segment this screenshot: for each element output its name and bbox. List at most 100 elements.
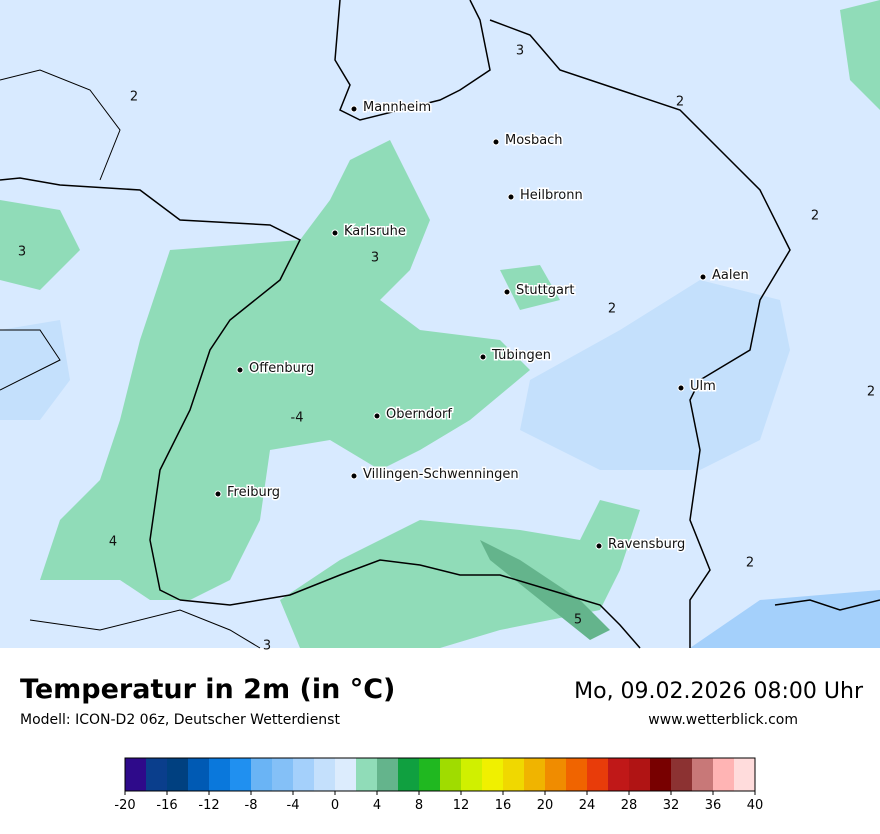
colorbar-box xyxy=(146,758,167,791)
colorbar-box xyxy=(251,758,272,791)
colorbar-box xyxy=(461,758,482,791)
city-label: Mosbach xyxy=(505,133,563,148)
warm-area xyxy=(500,265,560,310)
colorbar-tick-label: -20 xyxy=(114,798,135,813)
colorbar-box xyxy=(482,758,503,791)
temperature-label: -4 xyxy=(291,411,304,426)
colorbar-box xyxy=(209,758,230,791)
city-label: Offenburg xyxy=(249,361,314,376)
map xyxy=(0,0,880,649)
temperature-label: 3 xyxy=(18,245,26,260)
colorbar-box xyxy=(377,758,398,791)
city-dot xyxy=(479,353,487,361)
temperature-label: 3 xyxy=(263,639,271,654)
city-label: Aalen xyxy=(712,268,749,283)
colorbar-box xyxy=(293,758,314,791)
colorbar-box xyxy=(356,758,377,791)
colorbar-box xyxy=(713,758,734,791)
temperature-label: 2 xyxy=(746,556,754,571)
colorbar-tick-label: 24 xyxy=(579,798,596,813)
city-dot xyxy=(677,384,685,392)
city-label: Ravensburg xyxy=(608,537,685,552)
city-dot xyxy=(507,193,515,201)
city-label: Mannheim xyxy=(363,100,431,115)
colorbar-tick-label: -16 xyxy=(156,798,177,813)
city-dot xyxy=(350,472,358,480)
cold-area xyxy=(690,590,880,648)
temperature-label: 4 xyxy=(109,535,117,550)
warm-area xyxy=(840,0,880,110)
colorbar-box xyxy=(545,758,566,791)
colorbar-box xyxy=(566,758,587,791)
colorbar-frame xyxy=(124,757,756,792)
colorbar-box xyxy=(692,758,713,791)
warm-area xyxy=(280,500,640,648)
colorbar-box xyxy=(629,758,650,791)
city-dot xyxy=(492,138,500,146)
temperature-label: 2 xyxy=(676,95,684,110)
warm-area-dark xyxy=(480,540,610,640)
colorbar-box xyxy=(125,758,146,791)
city-label: Tübingen xyxy=(491,348,551,363)
colorbar-box xyxy=(398,758,419,791)
temperature-label: 2 xyxy=(811,209,819,224)
colorbar-tick-label: -8 xyxy=(245,798,258,813)
city-dot xyxy=(503,288,511,296)
colorbar-box xyxy=(167,758,188,791)
colorbar-tick-label: 4 xyxy=(373,798,381,813)
colorbar-box xyxy=(314,758,335,791)
datetime: Mo, 09.02.2026 08:00 Uhr xyxy=(574,679,864,704)
colorbar-tick-label: 20 xyxy=(537,798,554,813)
city-dot xyxy=(236,366,244,374)
temperature-label: 2 xyxy=(130,90,138,105)
colorbar-box xyxy=(440,758,461,791)
colorbar-box xyxy=(671,758,692,791)
temperature-label: 5 xyxy=(574,613,582,628)
temperature-label: 2 xyxy=(867,385,875,400)
colorbar-box xyxy=(188,758,209,791)
city-dot xyxy=(595,542,603,550)
colorbar-tick-label: 12 xyxy=(453,798,470,813)
colorbar-box xyxy=(272,758,293,791)
temperature-label: 3 xyxy=(371,251,379,266)
colorbar-box xyxy=(230,758,251,791)
colorbar-box xyxy=(524,758,545,791)
title: Temperatur in 2m (in °C) xyxy=(20,674,395,705)
colorbar-tick-label: 40 xyxy=(747,798,764,813)
colorbar-box xyxy=(650,758,671,791)
colorbar-box xyxy=(734,758,755,791)
temperature-label: 3 xyxy=(516,44,524,59)
colorbar-tick-label: 16 xyxy=(495,798,512,813)
model: Modell: ICON-D2 06z, Deutscher Wetterdie… xyxy=(20,712,340,728)
city-label: Stuttgart xyxy=(516,283,574,298)
temperature-label: 2 xyxy=(608,302,616,317)
city-label: Ulm xyxy=(690,379,716,394)
colorbar-tick-label: 0 xyxy=(331,798,339,813)
city-label: Villingen-Schwenningen xyxy=(363,467,519,482)
city-label: Oberndorf xyxy=(386,407,452,422)
colorbar-box xyxy=(608,758,629,791)
borders xyxy=(0,0,880,649)
city-dot xyxy=(350,105,358,113)
warm-area xyxy=(0,200,80,290)
colorbar-tick-label: 28 xyxy=(621,798,638,813)
city-dot xyxy=(373,412,381,420)
colorbar-box xyxy=(419,758,440,791)
cold-area xyxy=(0,320,70,420)
city-dot xyxy=(214,490,222,498)
city-dot xyxy=(331,229,339,237)
colorbar-tick-label: 8 xyxy=(415,798,423,813)
colorbar-box xyxy=(335,758,356,791)
colorbar-box xyxy=(587,758,608,791)
website: www.wetterblick.com xyxy=(648,712,798,728)
city-label: Freiburg xyxy=(227,485,280,500)
colorbar-tick-label: 36 xyxy=(705,798,722,813)
warm-area xyxy=(40,140,530,600)
cold-area xyxy=(520,280,790,470)
city-label: Karlsruhe xyxy=(344,224,406,239)
colorbar-tick-label: -4 xyxy=(287,798,300,813)
colorbar-tick-label: 32 xyxy=(663,798,680,813)
colorbar-tick-label: -12 xyxy=(198,798,219,813)
city-label: Heilbronn xyxy=(520,188,583,203)
